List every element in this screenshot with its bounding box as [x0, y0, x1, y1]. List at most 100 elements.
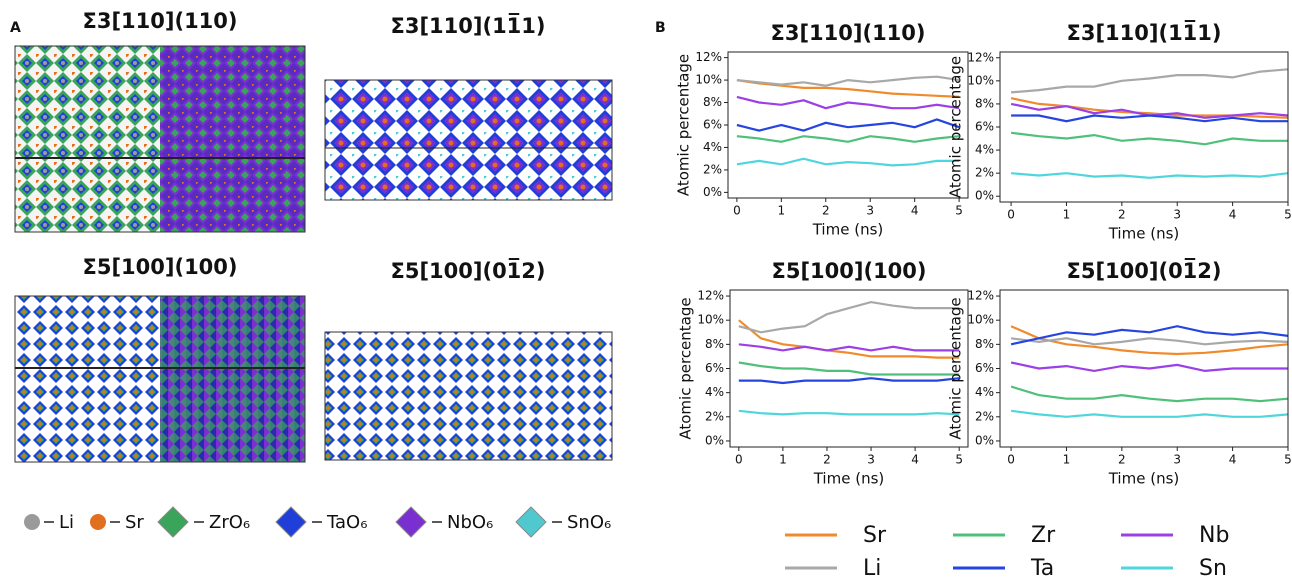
x-axis-label: Time (ns) [812, 221, 884, 239]
y-tick-label: 6% [703, 118, 722, 132]
y-tick-label: 2% [975, 409, 994, 423]
series-line [736, 95, 960, 110]
legend-swatch [515, 506, 547, 538]
series-line [738, 300, 960, 334]
y-axis-label: Atomic percentage [947, 297, 965, 439]
y-tick-label: 12% [697, 289, 724, 303]
legend-label: ZrO₆ [209, 512, 250, 533]
y-tick-label: 6% [975, 120, 994, 134]
structure-image [324, 79, 613, 201]
panel-label: A [10, 20, 21, 36]
x-tick-label: 1 [1063, 208, 1071, 222]
x-tick-label: 0 [1007, 453, 1015, 467]
x-tick-label: 2 [1118, 208, 1126, 222]
y-tick-label: 2% [703, 162, 722, 176]
y-tick-label: 2% [705, 409, 724, 423]
y-axis-label: Atomic percentage [677, 297, 695, 439]
legend-label: TaO₆ [326, 512, 367, 533]
y-tick-label: 6% [975, 361, 994, 375]
legend-swatch [24, 514, 40, 530]
y-tick-label: 12% [967, 289, 994, 303]
y-axis-label: Atomic percentage [675, 54, 693, 196]
panel-label: B [655, 20, 666, 36]
x-tick-label: 4 [1229, 208, 1237, 222]
x-tick-label: 5 [1284, 453, 1292, 467]
legend-label: Sr [863, 523, 887, 548]
legend-label: Zr [1031, 523, 1056, 548]
structure-title: Σ5[100](100) [82, 255, 237, 279]
y-tick-label: 2% [975, 166, 994, 180]
legend-swatch [395, 506, 427, 538]
y-tick-label: 12% [695, 50, 722, 64]
plot-frame [727, 51, 969, 199]
y-tick-label: 10% [967, 313, 994, 327]
x-tick-label: 1 [778, 204, 786, 218]
y-tick-label: 0% [703, 185, 722, 199]
legend-label: Li [863, 556, 881, 578]
series-line [1011, 68, 1289, 94]
y-axis-label: Atomic percentage [947, 56, 965, 198]
structure-title: Σ5[100](01̅2) [390, 258, 545, 283]
series-line [736, 118, 960, 132]
series-line [1010, 361, 1288, 373]
legend-label: Nb [1199, 523, 1229, 548]
y-tick-label: 4% [975, 143, 994, 157]
x-tick-label: 5 [955, 453, 963, 467]
x-tick-label: 2 [822, 204, 830, 218]
y-tick-label: 8% [703, 95, 722, 109]
x-tick-label: 1 [1063, 453, 1071, 467]
series-line [736, 135, 960, 143]
x-tick-label: 1 [779, 453, 787, 467]
chart-title: Σ3[110](11̅1) [1066, 20, 1221, 45]
y-tick-label: 0% [705, 433, 724, 447]
series-line [738, 361, 960, 376]
x-tick-label: 0 [733, 204, 741, 218]
x-tick-label: 3 [866, 204, 874, 218]
x-tick-label: 0 [1007, 208, 1015, 222]
x-tick-label: 4 [1229, 453, 1237, 467]
plot-frame [999, 289, 1289, 448]
chart-title: Σ5[100](100) [771, 259, 926, 283]
x-tick-label: 2 [823, 453, 831, 467]
y-tick-label: 4% [975, 385, 994, 399]
chart-title: Σ5[100](01̅2) [1066, 258, 1221, 283]
legend-label: Ta [1030, 556, 1054, 578]
x-tick-label: 4 [911, 204, 919, 218]
series-line [736, 75, 960, 87]
y-tick-label: 8% [705, 337, 724, 351]
series-line [738, 409, 960, 416]
y-tick-label: 12% [967, 50, 994, 64]
x-tick-label: 3 [1173, 453, 1181, 467]
x-axis-label: Time (ns) [813, 470, 885, 488]
y-tick-label: 4% [703, 140, 722, 154]
y-tick-label: 10% [697, 313, 724, 327]
y-tick-label: 8% [975, 96, 994, 110]
y-tick-label: 0% [975, 189, 994, 203]
x-axis-label: Time (ns) [1108, 225, 1180, 243]
series-line [1011, 172, 1289, 179]
plot-frame [999, 51, 1289, 203]
legend-swatch [157, 506, 189, 538]
series-line [738, 319, 960, 359]
x-tick-label: 4 [911, 453, 919, 467]
series-line [1010, 337, 1289, 346]
structure-image [324, 331, 613, 461]
y-tick-label: 10% [967, 73, 994, 87]
chart-title: Σ3[110](110) [770, 21, 925, 45]
x-tick-label: 2 [1118, 453, 1126, 467]
legend-label: Sr [125, 512, 144, 533]
x-tick-label: 3 [1173, 208, 1181, 222]
series-line [1010, 325, 1289, 346]
x-tick-label: 0 [735, 453, 743, 467]
legend-label: NbO₆ [447, 512, 493, 533]
series-line [738, 343, 960, 352]
series-line [1010, 97, 1289, 119]
series-line [1011, 114, 1288, 123]
series-line [1010, 131, 1288, 146]
structure-image [14, 295, 306, 463]
legend-label: Li [59, 512, 74, 533]
legend-label: Sn [1199, 556, 1227, 578]
x-axis-label: Time (ns) [1108, 470, 1180, 488]
plot-frame [729, 289, 969, 448]
